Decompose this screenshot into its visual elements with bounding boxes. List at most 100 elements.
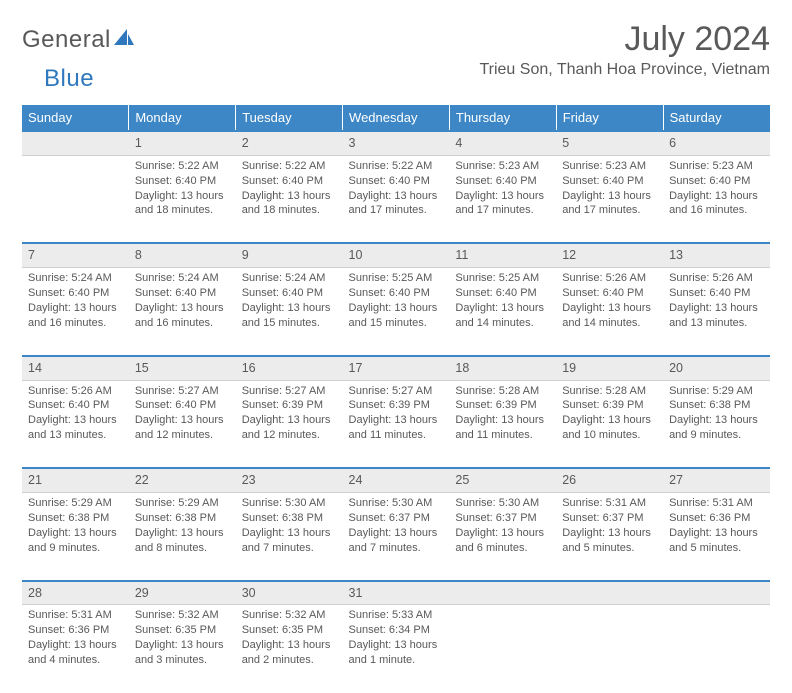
sunrise-text: Sunrise: 5:31 AM [669, 496, 764, 511]
sunrise-text: Sunrise: 5:22 AM [242, 159, 337, 174]
day-content-cell: Sunrise: 5:31 AMSunset: 6:36 PMDaylight:… [22, 605, 129, 693]
day-number-cell: 30 [236, 581, 343, 605]
sunset-text: Sunset: 6:39 PM [242, 398, 337, 413]
daylight-text: Daylight: 13 hours and 10 minutes. [562, 413, 657, 443]
day-number-cell: 7 [22, 243, 129, 267]
sunrise-text: Sunrise: 5:23 AM [669, 159, 764, 174]
sunset-text: Sunset: 6:40 PM [242, 174, 337, 189]
sunrise-text: Sunrise: 5:32 AM [242, 608, 337, 623]
daylight-text: Daylight: 13 hours and 13 minutes. [28, 413, 123, 443]
sunset-text: Sunset: 6:40 PM [135, 174, 230, 189]
day-content-cell: Sunrise: 5:23 AMSunset: 6:40 PMDaylight:… [449, 155, 556, 243]
day-number-cell: 1 [129, 131, 236, 155]
sunrise-text: Sunrise: 5:27 AM [242, 384, 337, 399]
sunrise-text: Sunrise: 5:28 AM [455, 384, 550, 399]
daylight-text: Daylight: 13 hours and 16 minutes. [669, 189, 764, 219]
day-number-cell: 25 [449, 468, 556, 492]
daylight-text: Daylight: 13 hours and 16 minutes. [28, 301, 123, 331]
day-content-cell: Sunrise: 5:29 AMSunset: 6:38 PMDaylight:… [129, 493, 236, 581]
sunrise-text: Sunrise: 5:25 AM [349, 271, 444, 286]
day-content-row: Sunrise: 5:24 AMSunset: 6:40 PMDaylight:… [22, 268, 770, 356]
sunset-text: Sunset: 6:38 PM [135, 511, 230, 526]
daylight-text: Daylight: 13 hours and 13 minutes. [669, 301, 764, 331]
sunrise-text: Sunrise: 5:30 AM [455, 496, 550, 511]
day-content-cell: Sunrise: 5:26 AMSunset: 6:40 PMDaylight:… [22, 380, 129, 468]
day-number-cell: 5 [556, 131, 663, 155]
day-number-cell: 24 [343, 468, 450, 492]
day-content-cell [556, 605, 663, 693]
day-content-cell: Sunrise: 5:22 AMSunset: 6:40 PMDaylight:… [343, 155, 450, 243]
sunrise-text: Sunrise: 5:26 AM [28, 384, 123, 399]
day-content-cell: Sunrise: 5:27 AMSunset: 6:39 PMDaylight:… [343, 380, 450, 468]
sunset-text: Sunset: 6:37 PM [455, 511, 550, 526]
daylight-text: Daylight: 13 hours and 18 minutes. [135, 189, 230, 219]
sunset-text: Sunset: 6:40 PM [669, 174, 764, 189]
month-title: July 2024 [479, 20, 770, 59]
sunset-text: Sunset: 6:36 PM [28, 623, 123, 638]
day-content-row: Sunrise: 5:22 AMSunset: 6:40 PMDaylight:… [22, 155, 770, 243]
day-content-cell [663, 605, 770, 693]
daylight-text: Daylight: 13 hours and 9 minutes. [28, 526, 123, 556]
day-number-cell: 28 [22, 581, 129, 605]
sunrise-text: Sunrise: 5:24 AM [242, 271, 337, 286]
day-number-cell: 16 [236, 356, 343, 380]
sunrise-text: Sunrise: 5:26 AM [669, 271, 764, 286]
daylight-text: Daylight: 13 hours and 9 minutes. [669, 413, 764, 443]
weekday-header: Wednesday [343, 105, 450, 131]
day-number-cell: 15 [129, 356, 236, 380]
day-number-cell [556, 581, 663, 605]
day-number-cell: 29 [129, 581, 236, 605]
sunset-text: Sunset: 6:39 PM [455, 398, 550, 413]
sunset-text: Sunset: 6:40 PM [135, 398, 230, 413]
daylight-text: Daylight: 13 hours and 4 minutes. [28, 638, 123, 668]
day-content-cell: Sunrise: 5:23 AMSunset: 6:40 PMDaylight:… [663, 155, 770, 243]
sunrise-text: Sunrise: 5:33 AM [349, 608, 444, 623]
daylight-text: Daylight: 13 hours and 12 minutes. [242, 413, 337, 443]
day-number-cell: 9 [236, 243, 343, 267]
sunset-text: Sunset: 6:37 PM [562, 511, 657, 526]
daylight-text: Daylight: 13 hours and 5 minutes. [669, 526, 764, 556]
daylight-text: Daylight: 13 hours and 16 minutes. [135, 301, 230, 331]
weekday-header-row: SundayMondayTuesdayWednesdayThursdayFrid… [22, 105, 770, 131]
weekday-header: Saturday [663, 105, 770, 131]
daylight-text: Daylight: 13 hours and 8 minutes. [135, 526, 230, 556]
day-content-cell: Sunrise: 5:24 AMSunset: 6:40 PMDaylight:… [22, 268, 129, 356]
sunset-text: Sunset: 6:39 PM [562, 398, 657, 413]
sunset-text: Sunset: 6:35 PM [135, 623, 230, 638]
daylight-text: Daylight: 13 hours and 7 minutes. [242, 526, 337, 556]
sunset-text: Sunset: 6:38 PM [242, 511, 337, 526]
day-number-cell: 3 [343, 131, 450, 155]
day-number-row: 21222324252627 [22, 468, 770, 492]
day-number-cell: 17 [343, 356, 450, 380]
sunrise-text: Sunrise: 5:31 AM [562, 496, 657, 511]
day-number-cell: 19 [556, 356, 663, 380]
sunrise-text: Sunrise: 5:30 AM [349, 496, 444, 511]
sunset-text: Sunset: 6:40 PM [242, 286, 337, 301]
day-content-cell: Sunrise: 5:27 AMSunset: 6:40 PMDaylight:… [129, 380, 236, 468]
day-content-cell: Sunrise: 5:33 AMSunset: 6:34 PMDaylight:… [343, 605, 450, 693]
day-number-cell: 10 [343, 243, 450, 267]
sunrise-text: Sunrise: 5:24 AM [28, 271, 123, 286]
day-number-cell: 23 [236, 468, 343, 492]
daylight-text: Daylight: 13 hours and 5 minutes. [562, 526, 657, 556]
day-content-cell: Sunrise: 5:26 AMSunset: 6:40 PMDaylight:… [663, 268, 770, 356]
sunrise-text: Sunrise: 5:26 AM [562, 271, 657, 286]
sunset-text: Sunset: 6:40 PM [455, 174, 550, 189]
day-content-cell: Sunrise: 5:29 AMSunset: 6:38 PMDaylight:… [22, 493, 129, 581]
sunrise-text: Sunrise: 5:23 AM [455, 159, 550, 174]
sunrise-text: Sunrise: 5:24 AM [135, 271, 230, 286]
weekday-header: Sunday [22, 105, 129, 131]
sunrise-text: Sunrise: 5:30 AM [242, 496, 337, 511]
day-content-cell: Sunrise: 5:30 AMSunset: 6:38 PMDaylight:… [236, 493, 343, 581]
day-number-cell [22, 131, 129, 155]
day-number-cell: 2 [236, 131, 343, 155]
sunset-text: Sunset: 6:40 PM [349, 174, 444, 189]
sunset-text: Sunset: 6:40 PM [669, 286, 764, 301]
sunrise-text: Sunrise: 5:28 AM [562, 384, 657, 399]
day-content-cell: Sunrise: 5:25 AMSunset: 6:40 PMDaylight:… [449, 268, 556, 356]
day-number-cell: 12 [556, 243, 663, 267]
sunrise-text: Sunrise: 5:25 AM [455, 271, 550, 286]
day-content-cell: Sunrise: 5:31 AMSunset: 6:37 PMDaylight:… [556, 493, 663, 581]
day-content-cell [449, 605, 556, 693]
day-number-row: 78910111213 [22, 243, 770, 267]
